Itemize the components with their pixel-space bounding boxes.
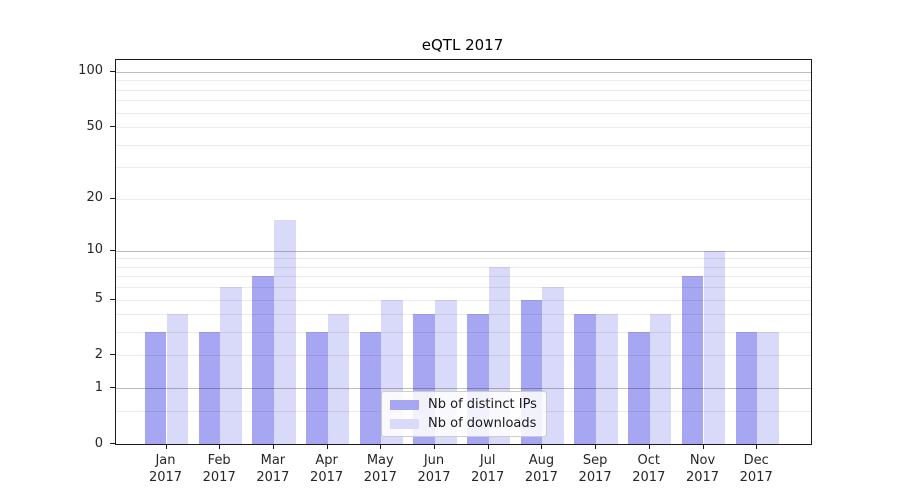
y-tick-0	[110, 443, 115, 444]
plot-area	[115, 59, 812, 445]
bar-distinct-ips-mar	[252, 276, 274, 444]
gridline-minor-3	[116, 332, 811, 334]
x-tick-may	[380, 444, 382, 449]
gridline-minor-4	[116, 314, 811, 316]
bars-layer	[116, 60, 811, 444]
y-tick-20	[110, 197, 115, 199]
gridline-minor-50	[116, 127, 811, 128]
y-tick-label-100: 100	[78, 63, 103, 79]
grid-layer	[116, 60, 811, 444]
gridline-minor-70	[116, 100, 811, 102]
bar-distinct-ips-feb	[198, 332, 221, 444]
bar-downloads-mar	[273, 220, 296, 444]
y-tick-50	[110, 126, 115, 127]
bar-distinct-ips-apr	[305, 332, 328, 444]
x-tick-label-jul: Jul 2017	[471, 453, 505, 485]
legend-swatch-distinct-ips	[390, 399, 419, 410]
gridline-minor-80	[116, 89, 811, 91]
x-tick-label-apr: Apr 2017	[310, 453, 344, 485]
y-tick-100	[110, 70, 115, 72]
gridline-major-10	[116, 250, 811, 252]
x-tick-label-nov: Nov 2017	[685, 453, 720, 485]
gridline-minor-90	[116, 80, 811, 82]
x-tick-mar	[272, 444, 274, 449]
y-tick-label-1: 1	[94, 379, 103, 395]
chart-title: eQTL 2017	[421, 36, 504, 54]
bar-downloads-nov	[703, 250, 726, 444]
y-tick-label-10: 10	[86, 242, 103, 258]
bar-distinct-ips-jan	[144, 332, 167, 444]
x-tick-aug	[541, 444, 543, 449]
legend: Nb of distinct IPs Nb of downloads	[381, 391, 547, 437]
bar-downloads-oct	[649, 314, 672, 444]
y-tick-label-2: 2	[94, 346, 103, 362]
x-tick-label-oct: Oct 2017	[632, 453, 666, 485]
x-tick-apr	[326, 444, 328, 449]
gridline-minor-8	[116, 266, 811, 268]
x-tick-dec	[756, 444, 758, 449]
x-tick-label-may: May 2017	[363, 453, 397, 485]
gridline-minor-2	[116, 355, 811, 357]
bar-downloads-feb	[220, 287, 242, 444]
y-tick-2	[110, 354, 115, 356]
gridline-major-1	[116, 388, 811, 390]
bar-distinct-ips-sep	[574, 314, 597, 444]
gridline-minor-7	[116, 276, 811, 278]
gridline-minor-30	[116, 167, 811, 169]
bar-distinct-ips-may	[359, 332, 382, 444]
x-tick-label-jan: Jan 2017	[148, 453, 183, 485]
bar-distinct-ips-oct	[628, 332, 650, 444]
x-tick-jul	[487, 444, 489, 449]
gridline-minor-9	[116, 258, 811, 260]
x-tick-label-mar: Mar 2017	[256, 453, 290, 485]
x-tick-oct	[648, 444, 650, 449]
gridline-minor-40	[116, 144, 811, 146]
y-tick-label-50: 50	[86, 118, 103, 134]
x-tick-sep	[595, 444, 597, 449]
x-tick-label-jun: Jun 2017	[417, 453, 451, 485]
x-tick-feb	[219, 444, 221, 449]
gridline-minor-60	[116, 112, 811, 114]
bar-downloads-jan	[166, 314, 189, 444]
bar-downloads-sep	[596, 314, 618, 444]
legend-item-downloads: Nb of downloads	[390, 416, 537, 431]
x-tick-jun	[434, 444, 435, 449]
bar-distinct-ips-nov	[681, 276, 704, 444]
gridline-minor-6	[116, 287, 811, 289]
x-tick-label-feb: Feb 2017	[202, 453, 236, 485]
legend-swatch-downloads	[390, 418, 419, 429]
y-tick-1	[110, 387, 115, 389]
bar-distinct-ips-dec	[735, 332, 758, 444]
x-tick-label-aug: Aug 2017	[524, 453, 558, 485]
y-tick-label-5: 5	[94, 291, 103, 306]
legend-label-downloads: Nb of downloads	[428, 416, 537, 431]
x-tick-label-dec: Dec 2017	[739, 453, 773, 485]
y-tick-label-0: 0	[94, 435, 103, 451]
x-tick-nov	[702, 444, 704, 449]
gridline-major-100	[116, 71, 811, 73]
bar-downloads-dec	[757, 332, 779, 444]
gridline-minor-5	[116, 299, 811, 301]
y-tick-10	[110, 249, 115, 251]
y-tick-label-20: 20	[86, 190, 103, 205]
gridline-minor-20	[116, 198, 811, 200]
y-tick-5	[110, 298, 115, 300]
legend-label-distinct-ips: Nb of distinct IPs	[428, 397, 537, 412]
bar-downloads-apr	[327, 314, 350, 444]
x-tick-jan	[165, 444, 167, 449]
x-tick-label-sep: Sep 2017	[578, 453, 612, 485]
legend-item-distinct-ips: Nb of distinct IPs	[390, 397, 537, 412]
